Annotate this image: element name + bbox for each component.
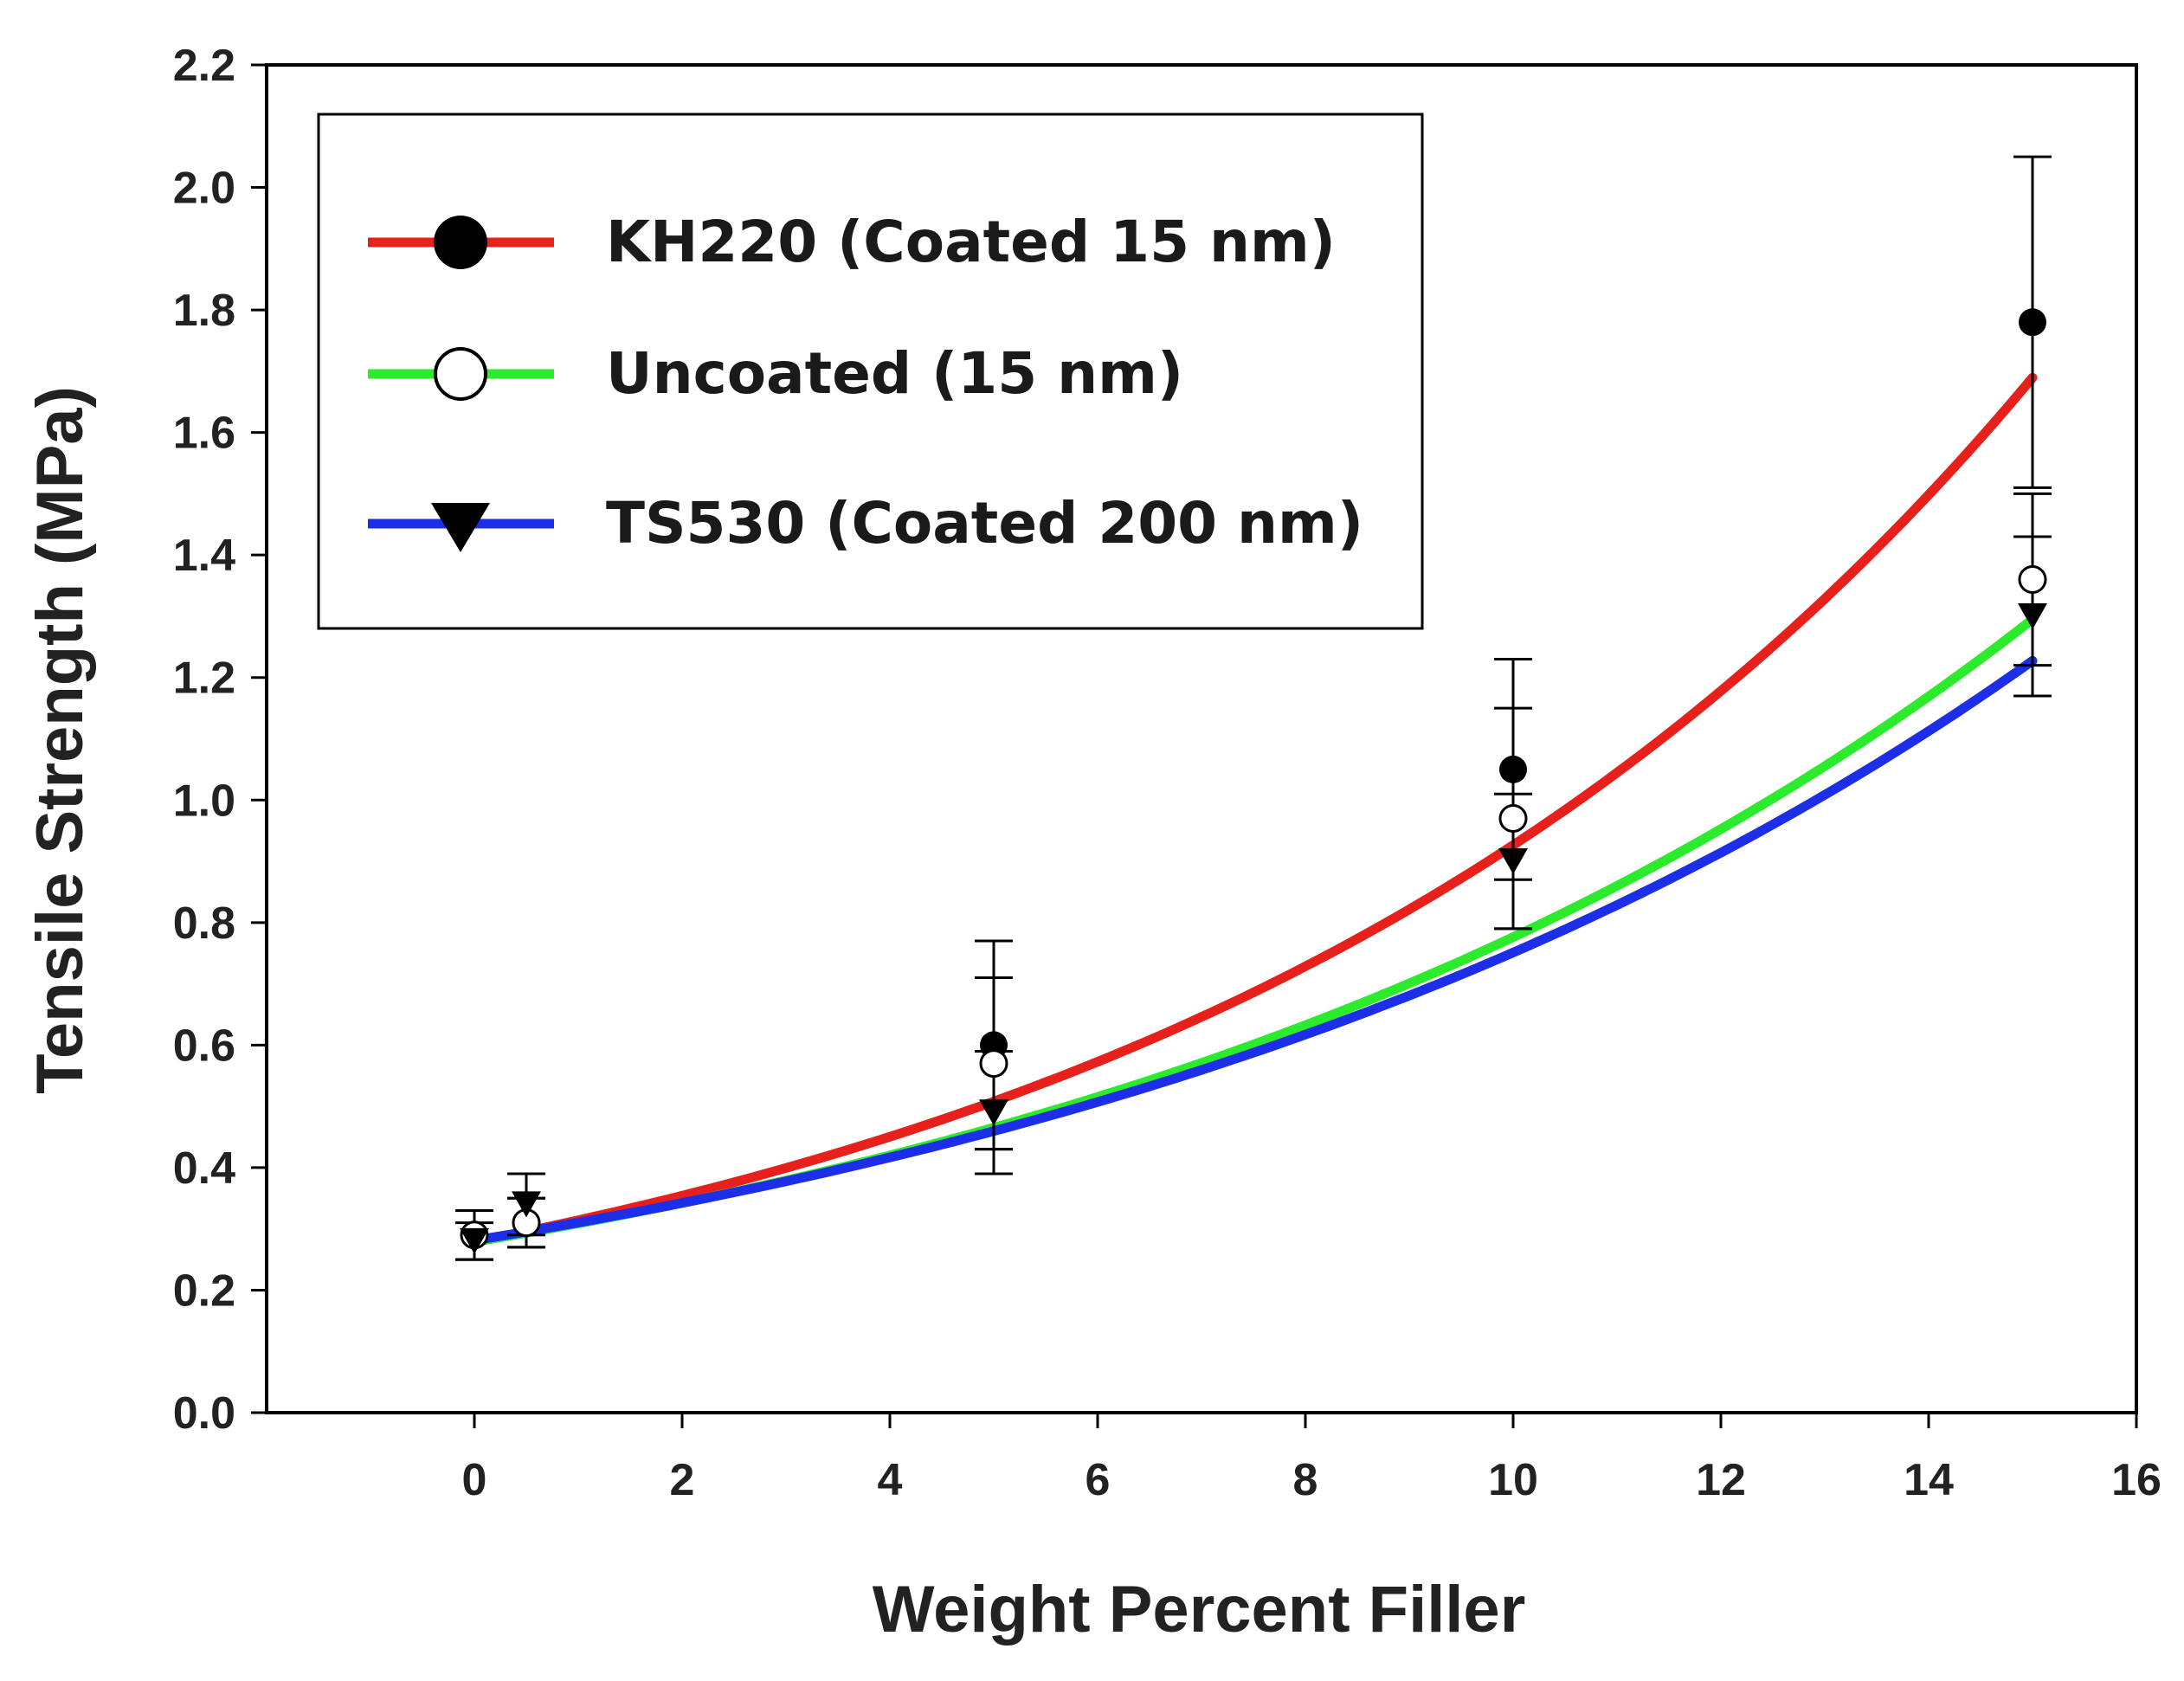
legend-label-ts530: TS530 (Coated 200 nm) bbox=[606, 490, 1363, 557]
legend-label-kh220: KH220 (Coated 15 nm) bbox=[606, 209, 1336, 275]
legend: KH220 (Coated 15 nm) Uncoated (15 nm) TS… bbox=[317, 113, 1424, 630]
legend-entry-ts530: TS530 (Coated 200 nm) bbox=[368, 490, 1363, 557]
x-tick-label: 4 bbox=[878, 1455, 903, 1505]
x-tick-label: 16 bbox=[2111, 1455, 2161, 1505]
y-tick-label: 2.2 bbox=[173, 41, 235, 91]
data-point-uncoated bbox=[979, 1049, 1008, 1079]
legend-entry-uncoated: Uncoated (15 nm) bbox=[368, 340, 1183, 407]
y-tick-label: 1.2 bbox=[173, 654, 235, 704]
x-tick-label: 2 bbox=[670, 1455, 695, 1505]
x-tick-label: 10 bbox=[1488, 1455, 1538, 1505]
y-tick-label: 0.6 bbox=[173, 1021, 235, 1071]
x-tick-label: 14 bbox=[1904, 1455, 1954, 1505]
data-point-kh220 bbox=[2019, 308, 2046, 337]
legend-entry-kh220: KH220 (Coated 15 nm) bbox=[368, 209, 1336, 275]
x-tick-label: 8 bbox=[1293, 1455, 1318, 1505]
data-markers bbox=[460, 308, 2047, 1254]
fit-curve-kh220 bbox=[469, 372, 2038, 1247]
x-tick-label: 12 bbox=[1696, 1455, 1746, 1505]
data-point-uncoated bbox=[2018, 564, 2047, 594]
legend-label-uncoated: Uncoated (15 nm) bbox=[606, 340, 1183, 407]
plot-frame bbox=[265, 63, 2138, 1414]
fit-curve-ts530 bbox=[469, 655, 2038, 1246]
data-point-ts530 bbox=[512, 1191, 541, 1218]
data-point-ts530 bbox=[2018, 602, 2047, 629]
y-tick-label: 0.4 bbox=[173, 1143, 235, 1194]
data-point-ts530 bbox=[979, 1099, 1008, 1126]
y-tick-label: 0.8 bbox=[173, 898, 235, 949]
y-axis-title: Tensile Strength (MPa) bbox=[23, 386, 97, 1094]
y-tick-label: 1.4 bbox=[173, 531, 235, 581]
fit-curves bbox=[469, 372, 2038, 1247]
legend-marker-down-triangle bbox=[431, 503, 490, 552]
fit-curve-uncoated bbox=[469, 614, 2038, 1247]
x-tick-label: 6 bbox=[1086, 1455, 1111, 1505]
y-tick-label: 1.6 bbox=[173, 409, 235, 459]
data-point-uncoated bbox=[1498, 804, 1528, 834]
data-point-kh220 bbox=[1499, 755, 1527, 783]
y-tick-label: 0.0 bbox=[173, 1388, 235, 1439]
data-point-ts530 bbox=[1498, 848, 1528, 875]
y-tick-label: 2.0 bbox=[173, 164, 235, 214]
axes: 0.0 0.2 0.4 0.6 0.8 1.0 1.2 1.4 1.6 1.8 2.0 2.2 0 2 4 6… bbox=[173, 41, 2161, 1505]
legend-marker-open-circle bbox=[434, 347, 487, 401]
y-tick-label: 1.0 bbox=[173, 776, 235, 826]
x-tick-label: 0 bbox=[462, 1455, 487, 1505]
y-tick-label: 1.8 bbox=[173, 286, 235, 336]
x-axis-title: Weight Percent Filler bbox=[873, 1573, 1526, 1646]
y-tick-label: 0.2 bbox=[173, 1266, 235, 1316]
legend-marker-filled-circle bbox=[434, 216, 487, 269]
data-point-ts530 bbox=[460, 1227, 489, 1254]
